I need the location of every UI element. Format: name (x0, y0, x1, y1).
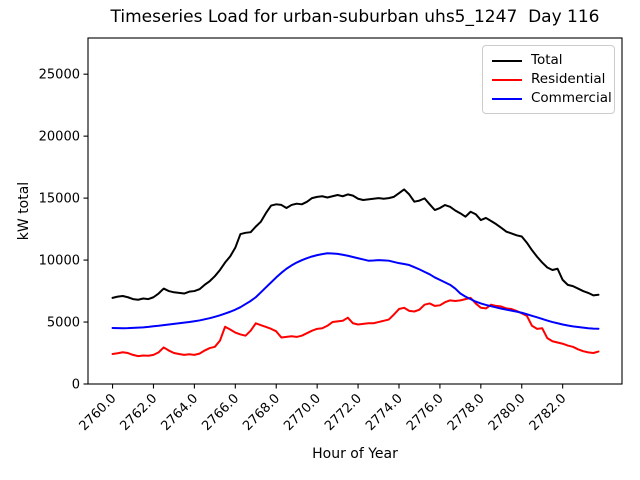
y-tick-label: 0 (72, 378, 80, 393)
y-axis-label: kW total (16, 181, 32, 241)
series-line-commercial (111, 252, 600, 330)
x-tick-label: 2774.0 (363, 391, 406, 434)
y-tick-label: 15000 (39, 192, 80, 207)
x-tick-label: 2776.0 (404, 391, 447, 434)
x-tick-label: 2764.0 (158, 391, 201, 434)
x-tick-label: 2766.0 (199, 391, 242, 434)
x-tick-label: 2770.0 (281, 391, 324, 434)
y-tick-label: 25000 (39, 68, 80, 83)
y-tick-label: 20000 (39, 130, 80, 145)
legend-label-total: Total (531, 52, 563, 68)
x-tick-label: 2760.0 (77, 391, 120, 434)
chart-title: Timeseries Load for urban-suburban uhs5_… (110, 7, 600, 27)
x-tick-label: 2762.0 (118, 391, 161, 434)
legend-line-sample-commercial (492, 97, 522, 100)
legend-line-sample-total (492, 59, 522, 62)
y-tick-label: 10000 (39, 254, 80, 269)
legend: Total Residential Commercial (482, 45, 615, 114)
y-tick-label: 5000 (47, 316, 80, 331)
axes-frame (87, 37, 623, 385)
series-line-residential (111, 296, 600, 358)
legend-entry-commercial: Commercial (492, 89, 614, 108)
legend-entry-residential: Residential (492, 70, 614, 89)
x-tick-label: 2768.0 (240, 391, 283, 434)
series-line-total (111, 188, 600, 301)
legend-label-commercial: Commercial (531, 90, 612, 106)
legend-entry-total: Total (492, 51, 614, 70)
x-tick-label: 2782.0 (527, 391, 570, 434)
legend-line-sample-residential (492, 78, 522, 81)
legend-label-residential: Residential (531, 71, 606, 87)
x-axis-label: Hour of Year (312, 446, 398, 462)
x-tick-label: 2778.0 (445, 391, 488, 434)
x-tick-label: 2772.0 (322, 391, 365, 434)
x-tick-label: 2780.0 (486, 391, 529, 434)
